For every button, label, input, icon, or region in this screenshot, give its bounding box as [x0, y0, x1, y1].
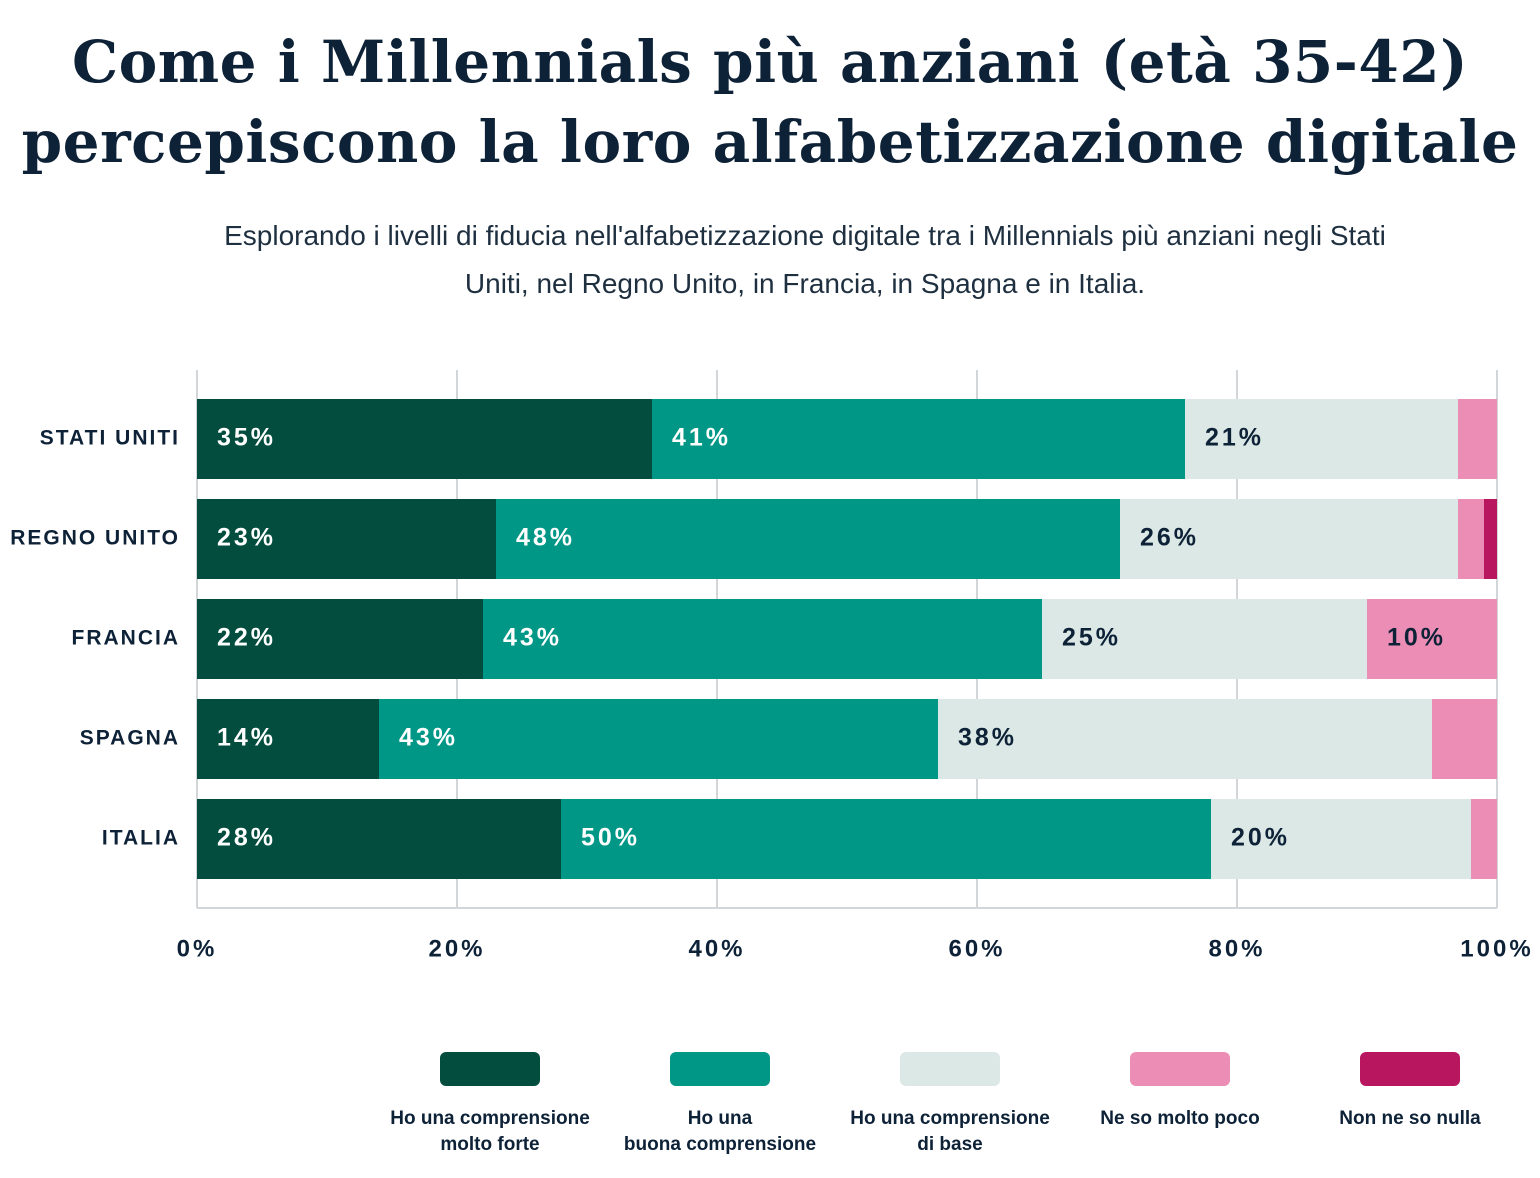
bar-segment — [197, 499, 496, 579]
value-label: 25% — [1062, 624, 1121, 652]
legend-label: Ho una comprensione molto forte — [390, 1108, 590, 1155]
y-tick-label: FRANCIA — [72, 627, 181, 650]
y-tick-label: SPAGNA — [80, 727, 180, 750]
bar-segment — [379, 699, 938, 779]
bar-segment — [197, 699, 379, 779]
value-label: 50% — [581, 824, 640, 852]
y-tick-label: STATI UNITI — [40, 427, 180, 450]
value-label: 41% — [672, 424, 731, 452]
value-label: 48% — [516, 524, 575, 552]
bar-segment — [652, 399, 1185, 479]
value-label: 14% — [217, 724, 276, 752]
legend-swatch — [1130, 1052, 1230, 1086]
x-tick-label: 20% — [428, 935, 485, 962]
bar-segment — [197, 599, 483, 679]
bar-segment — [1471, 799, 1497, 879]
bar-segment — [1042, 599, 1367, 679]
bar-segment — [496, 499, 1120, 579]
value-label: 38% — [958, 724, 1017, 752]
bar-segment — [938, 699, 1432, 779]
value-label: 43% — [503, 624, 562, 652]
x-tick-label: 60% — [948, 935, 1005, 962]
legend-swatch — [1360, 1052, 1460, 1086]
value-label: 35% — [217, 424, 276, 452]
chart-title: Come i Millennials più anziani (età 35-4… — [21, 28, 1519, 176]
bar-segment — [1367, 599, 1497, 679]
legend-swatch — [440, 1052, 540, 1086]
x-tick-label: 100% — [1460, 935, 1533, 962]
x-tick-label: 0% — [177, 935, 218, 962]
bar-segment — [1458, 399, 1497, 479]
legend-swatch — [670, 1052, 770, 1086]
legend-label: Ho una buona comprensione — [623, 1108, 817, 1155]
bar-segment — [1458, 499, 1484, 579]
value-label: 26% — [1140, 524, 1199, 552]
value-label: 21% — [1205, 424, 1264, 452]
legend-label: Non ne so nulla — [1339, 1108, 1481, 1129]
bar-segment — [197, 399, 652, 479]
value-label: 20% — [1231, 824, 1290, 852]
y-tick-label: REGNO UNITO — [10, 527, 180, 550]
legend-swatch — [900, 1052, 1000, 1086]
bar-segment — [1120, 499, 1458, 579]
bar-segment — [1432, 699, 1497, 779]
value-label: 43% — [399, 724, 458, 752]
bar-segment — [1185, 399, 1458, 479]
value-label: 22% — [217, 624, 276, 652]
legend-label: Ne so molto poco — [1100, 1108, 1260, 1129]
bar-segment — [483, 599, 1042, 679]
x-tick-label: 40% — [688, 935, 745, 962]
value-label: 10% — [1387, 624, 1446, 652]
bar-segment — [1484, 499, 1497, 579]
bar-segment — [197, 799, 561, 879]
legend-label: Ho una comprensione di base — [850, 1108, 1050, 1155]
value-label: 23% — [217, 524, 276, 552]
x-tick-label: 80% — [1208, 935, 1265, 962]
y-tick-label: ITALIA — [102, 827, 180, 850]
chart-subtitle: Esplorando i livelli di fiducia nell'alf… — [224, 220, 1386, 299]
bar-segment — [1211, 799, 1471, 879]
value-label: 28% — [217, 824, 276, 852]
bar-segment — [561, 799, 1211, 879]
